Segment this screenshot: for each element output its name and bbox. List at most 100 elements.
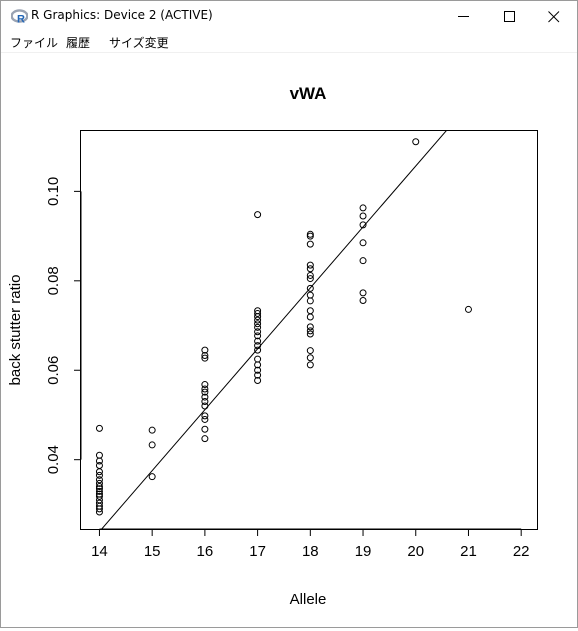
data-point	[306, 261, 314, 269]
data-point	[306, 361, 314, 369]
svg-text:R: R	[17, 14, 25, 25]
data-point	[306, 240, 314, 248]
window-title: R Graphics: Device 2 (ACTIVE)	[31, 8, 213, 22]
data-point	[254, 346, 262, 354]
x-tick-label: 16	[197, 543, 214, 560]
data-point	[95, 492, 103, 500]
data-point	[306, 347, 314, 355]
x-tick-label: 14	[91, 543, 108, 560]
data-point	[254, 355, 262, 363]
minimize-button[interactable]	[441, 1, 487, 32]
menu-history[interactable]: 履歴	[66, 36, 91, 50]
maximize-icon	[504, 11, 515, 22]
data-point	[201, 385, 209, 393]
data-point	[201, 402, 209, 410]
title-bar[interactable]: R R Graphics: Device 2 (ACTIVE)	[1, 1, 577, 32]
data-point	[201, 425, 209, 433]
data-point	[201, 415, 209, 423]
data-point	[254, 377, 262, 385]
data-point	[95, 487, 103, 495]
data-point	[254, 337, 262, 345]
data-point	[95, 483, 103, 491]
data-point	[95, 468, 103, 476]
data-point	[306, 330, 314, 338]
data-point	[254, 323, 262, 331]
data-point	[95, 479, 103, 487]
data-point	[201, 381, 209, 389]
r-logo-icon: R	[11, 9, 28, 24]
data-point	[95, 505, 103, 513]
data-point	[254, 361, 262, 369]
data-point	[254, 316, 262, 324]
data-point	[306, 232, 314, 240]
data-point	[201, 393, 209, 401]
data-point	[306, 297, 314, 305]
data-point	[148, 473, 156, 481]
data-point	[201, 351, 209, 359]
menu-resize[interactable]: サイズ変更	[109, 36, 169, 50]
data-point	[201, 398, 209, 406]
x-tick-label: 22	[513, 543, 530, 560]
data-point	[359, 289, 367, 297]
data-point	[95, 424, 103, 432]
data-point	[359, 212, 367, 220]
plot-area: vWA 14 15 16 17 18 19 20 21 22 0.04 0.06 0.08 0.10 …	[1, 53, 577, 627]
x-tick-label: 21	[460, 543, 477, 560]
menu-bar: ファイル 履歴 サイズ変更	[1, 32, 577, 53]
data-point	[359, 204, 367, 212]
data-point	[306, 271, 314, 279]
y-tick-label: 0.10	[45, 177, 62, 206]
menu-file[interactable]: ファイル	[10, 36, 59, 50]
data-point	[95, 461, 103, 469]
x-axis: 14 15 16 17 18 19 20 21 22	[91, 528, 530, 560]
data-point	[306, 284, 314, 292]
data-point	[95, 485, 103, 493]
data-point	[254, 211, 262, 219]
data-point	[148, 426, 156, 434]
x-axis-label: Allele	[290, 591, 327, 608]
data-point	[306, 307, 314, 315]
data-point	[254, 371, 262, 379]
regression-layer	[101, 131, 447, 529]
y-tick-label: 0.06	[45, 356, 62, 385]
data-point	[95, 457, 103, 465]
data-point	[201, 346, 209, 354]
chart-title: vWA	[290, 84, 327, 103]
points-layer	[95, 138, 472, 516]
y-tick-label: 0.08	[45, 266, 62, 295]
data-point	[359, 239, 367, 247]
data-point	[201, 388, 209, 396]
data-point	[306, 313, 314, 321]
data-point	[306, 327, 314, 335]
data-point	[464, 305, 472, 313]
scatter-chart: vWA 14 15 16 17 18 19 20 21 22 0.040.060.080.10 …	[7, 84, 538, 608]
data-point	[306, 291, 314, 299]
close-icon	[548, 11, 560, 23]
data-point	[95, 471, 103, 479]
data-point	[254, 332, 262, 340]
data-point	[306, 323, 314, 331]
data-point	[201, 435, 209, 443]
close-button[interactable]	[531, 1, 577, 32]
x-tick-label: 20	[407, 543, 424, 560]
data-point	[254, 366, 262, 374]
data-point	[359, 257, 367, 265]
data-point	[254, 342, 262, 350]
x-tick-label: 17	[249, 543, 266, 560]
data-point	[412, 138, 420, 146]
data-point	[306, 275, 314, 283]
regression-line	[101, 131, 447, 529]
data-point	[95, 476, 103, 484]
data-point	[254, 320, 262, 328]
x-tick-label: 19	[355, 543, 372, 560]
data-point	[95, 451, 103, 459]
data-point	[306, 265, 314, 273]
data-point	[359, 221, 367, 229]
data-point	[254, 309, 262, 317]
y-axis-label: back stutter ratio	[7, 275, 24, 386]
minimize-icon	[458, 16, 469, 17]
y-axis: 0.04 0.06 0.08 0.10	[45, 177, 82, 474]
maximize-button[interactable]	[487, 1, 533, 32]
x-tick-label: 15	[144, 543, 161, 560]
